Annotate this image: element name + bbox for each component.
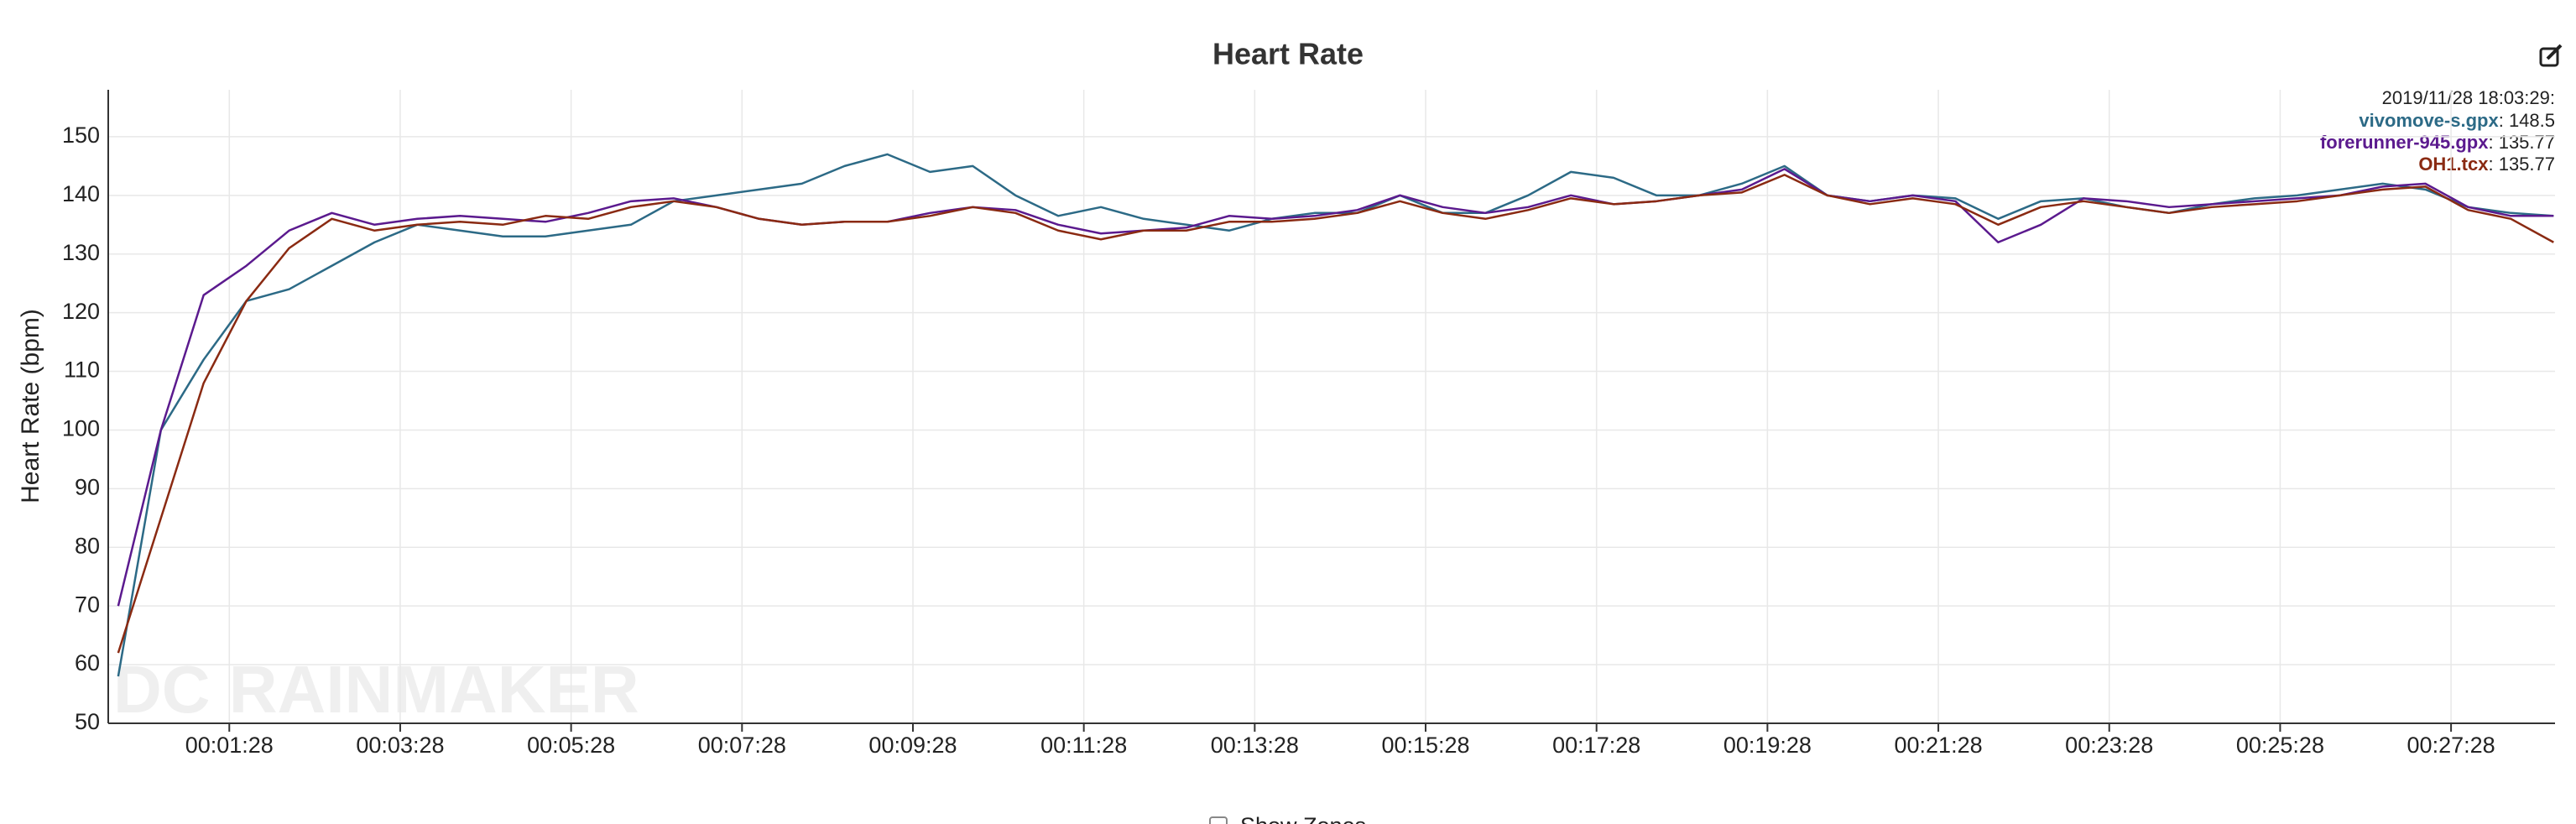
x-tick-label: 00:03:28 (356, 733, 444, 758)
y-tick-label: 130 (62, 240, 100, 265)
x-tick-label: 00:27:28 (2407, 733, 2495, 758)
x-tick-label: 00:09:28 (868, 733, 957, 758)
y-tick-label: 50 (75, 709, 100, 734)
y-tick-label: 90 (75, 474, 100, 499)
hover-series-name: OH1.tcx (2418, 154, 2489, 175)
edit-icon-box (2539, 47, 2559, 67)
series-line (117, 174, 2554, 654)
x-tick-label: 00:21:28 (1895, 733, 1983, 758)
hover-entry: forerunner-945.gpx: 135.77 (2320, 132, 2555, 153)
y-tick-label: 100 (62, 416, 100, 441)
y-axis-label: Heart Rate (bpm) (17, 309, 44, 503)
y-tick-label: 70 (75, 592, 100, 617)
series-line (117, 153, 2554, 677)
x-tick-label: 00:23:28 (2065, 733, 2153, 758)
x-tick-label: 00:17:28 (1552, 733, 1640, 758)
watermark: DC RAINMAKER (113, 652, 639, 727)
edit-icon-pen (2546, 44, 2563, 60)
zones-label[interactable]: Show Zones (1240, 813, 1366, 824)
hover-series-name: forerunner-945.gpx (2320, 132, 2489, 153)
y-tick-label: 110 (64, 357, 100, 383)
x-tick-label: 00:07:28 (698, 733, 786, 758)
hover-value: 135.77 (2499, 132, 2555, 153)
x-tick-label: 00:19:28 (1723, 733, 1812, 758)
y-tick-label: 60 (75, 650, 100, 675)
hover-value: 135.77 (2499, 154, 2555, 175)
y-tick-label: 80 (75, 533, 100, 558)
hover-series-name: vivomove-s.gpx (2359, 110, 2499, 131)
hover-value: 148.5 (2509, 110, 2555, 131)
chart-title: Heart Rate (1212, 37, 1364, 71)
x-tick-label: 00:01:28 (185, 733, 274, 758)
hover-time: 2019/11/28 18:03:29: (2382, 87, 2555, 108)
x-tick-label: 00:05:28 (527, 733, 615, 758)
x-tick-label: 00:15:28 (1381, 733, 1469, 758)
x-tick-label: 00:25:28 (2236, 733, 2324, 758)
zones-checkbox[interactable] (1209, 816, 1228, 824)
hover-entry: OH1.tcx: 135.77 (2418, 154, 2555, 175)
y-tick-label: 140 (62, 181, 100, 206)
hover-box: vivomove-s.gpx: 148.5forerunner-945.gpx:… (2320, 110, 2555, 175)
y-tick-label: 150 (62, 123, 100, 148)
hover-entry: vivomove-s.gpx: 148.5 (2359, 110, 2555, 131)
x-tick-label: 00:13:28 (1211, 733, 1299, 758)
y-tick-label: 120 (62, 299, 100, 324)
edit-icon[interactable] (2539, 44, 2563, 67)
x-tick-label: 00:11:28 (1040, 733, 1127, 758)
